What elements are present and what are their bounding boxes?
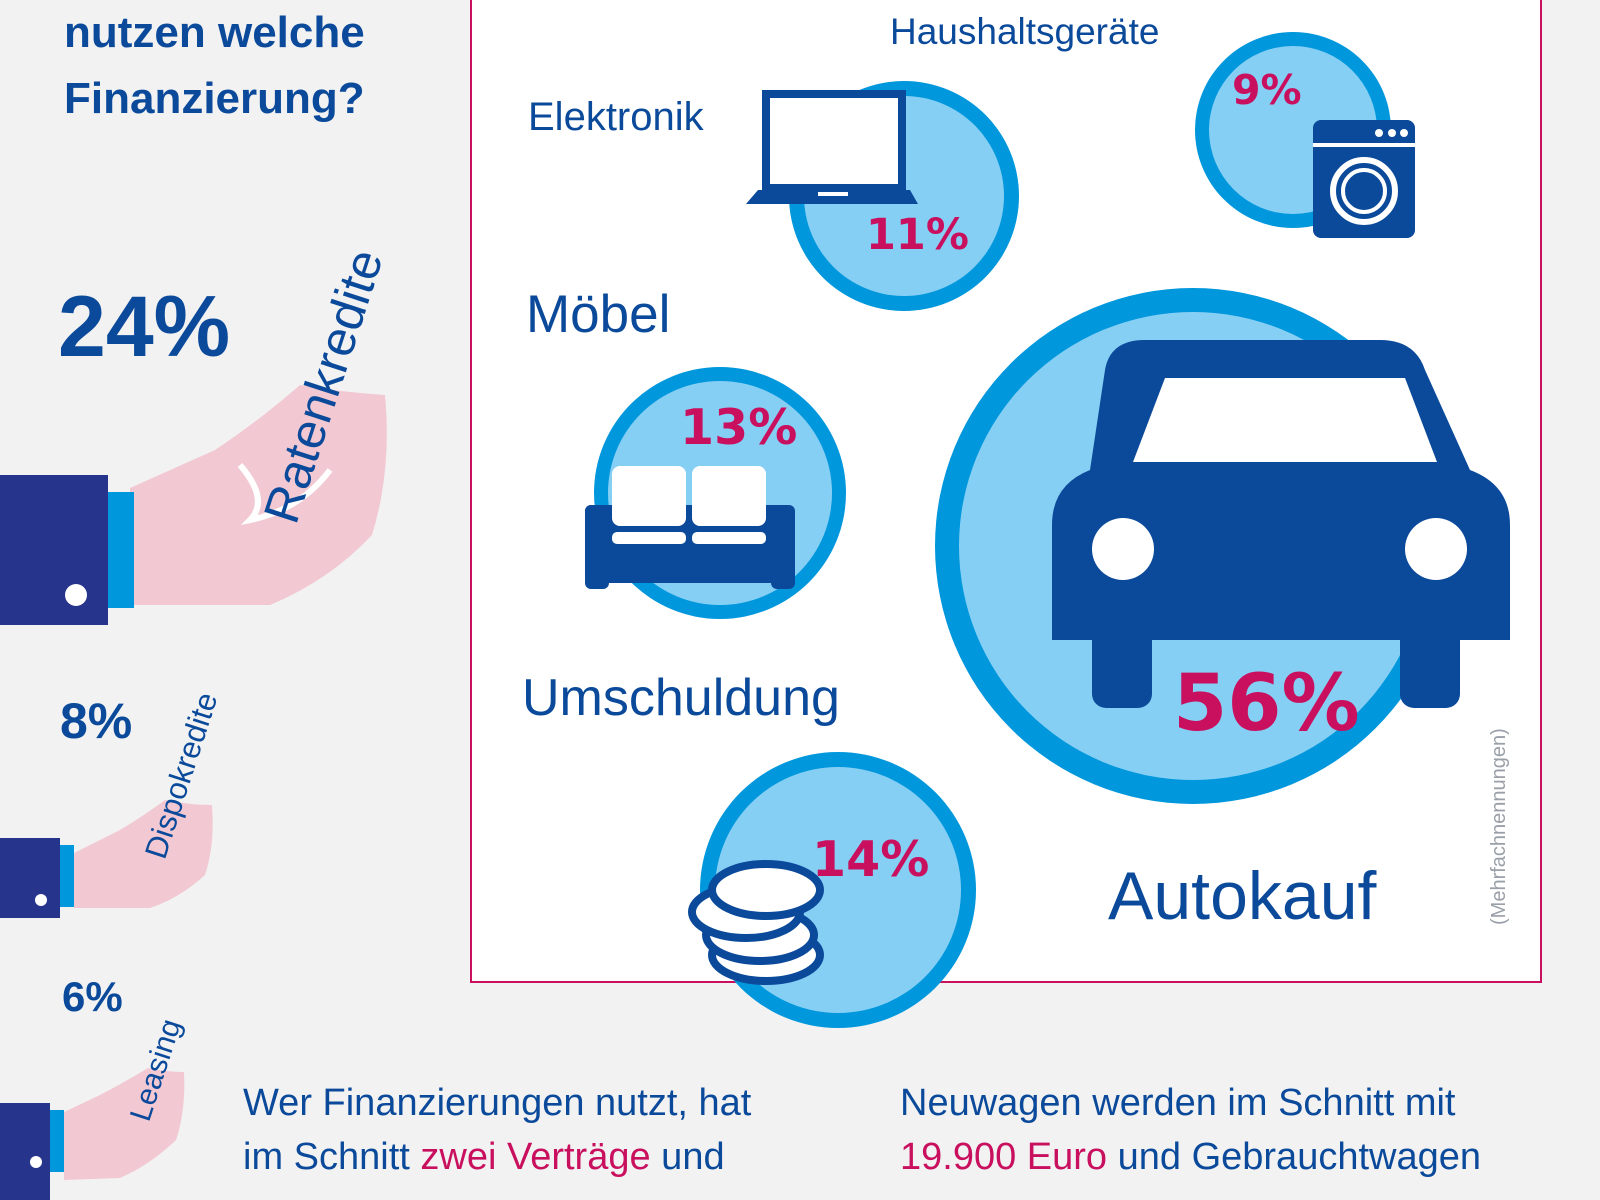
footer-right-line1: Neuwagen werden im Schnitt mit xyxy=(900,1082,1456,1124)
percent-autokauf: 56% xyxy=(1173,659,1360,749)
footer-left-highlight: zwei Verträge xyxy=(420,1136,651,1178)
hands-illustration xyxy=(0,385,387,1200)
percent-elektronik: 11% xyxy=(866,210,969,260)
hand-small-icon xyxy=(0,1068,185,1200)
footer-left-line2: im Schnitt zwei Verträge und xyxy=(243,1130,751,1184)
footer-right-highlight: 19.900 Euro xyxy=(900,1136,1108,1178)
ratenkredite-percent: 24% xyxy=(58,279,231,375)
washing-machine-icon xyxy=(1313,120,1415,238)
sofa-icon xyxy=(585,466,795,589)
footer-left-line1: Wer Finanzierungen nutzt, hat xyxy=(243,1082,752,1124)
page-title: nutzen welche Finanzierung? xyxy=(64,0,365,132)
label-elektronik: Elektronik xyxy=(528,95,704,139)
leasing-percent: 6% xyxy=(62,973,123,1020)
label-haushaltsgeraete: Haushaltsgeräte xyxy=(890,11,1160,52)
laptop-icon xyxy=(746,90,918,204)
coins-icon xyxy=(688,860,824,985)
footer-left: Wer Finanzierungen nutzt, hat im Schnitt… xyxy=(243,1076,751,1184)
dispokredite-percent: 8% xyxy=(60,693,133,749)
label-autokauf: Autokauf xyxy=(1108,858,1377,934)
footer-left-line2-pre: im Schnitt xyxy=(243,1136,421,1178)
footer-right: Neuwagen werden im Schnitt mit 19.900 Eu… xyxy=(900,1076,1481,1184)
footer-right-line2-post: und Gebrauchtwagen xyxy=(1107,1136,1481,1178)
title-line-1: nutzen welche xyxy=(64,8,365,57)
hand-large-icon xyxy=(0,385,387,625)
label-moebel: Möbel xyxy=(526,285,671,344)
car-icon xyxy=(1052,340,1510,708)
percent-umschuldung: 14% xyxy=(812,831,930,888)
footer-right-line2: 19.900 Euro und Gebrauchtwagen xyxy=(900,1130,1481,1184)
label-umschuldung: Umschuldung xyxy=(522,669,840,727)
percent-haushaltsgeraete: 9% xyxy=(1232,66,1302,114)
percent-moebel: 13% xyxy=(680,399,798,456)
footer-left-line2-post: und xyxy=(650,1136,725,1178)
title-line-2: Finanzierung? xyxy=(64,74,365,123)
note-mehrfachnennungen: (Mehrfachnennungen) xyxy=(1488,728,1510,925)
hand-medium-icon xyxy=(0,800,213,918)
